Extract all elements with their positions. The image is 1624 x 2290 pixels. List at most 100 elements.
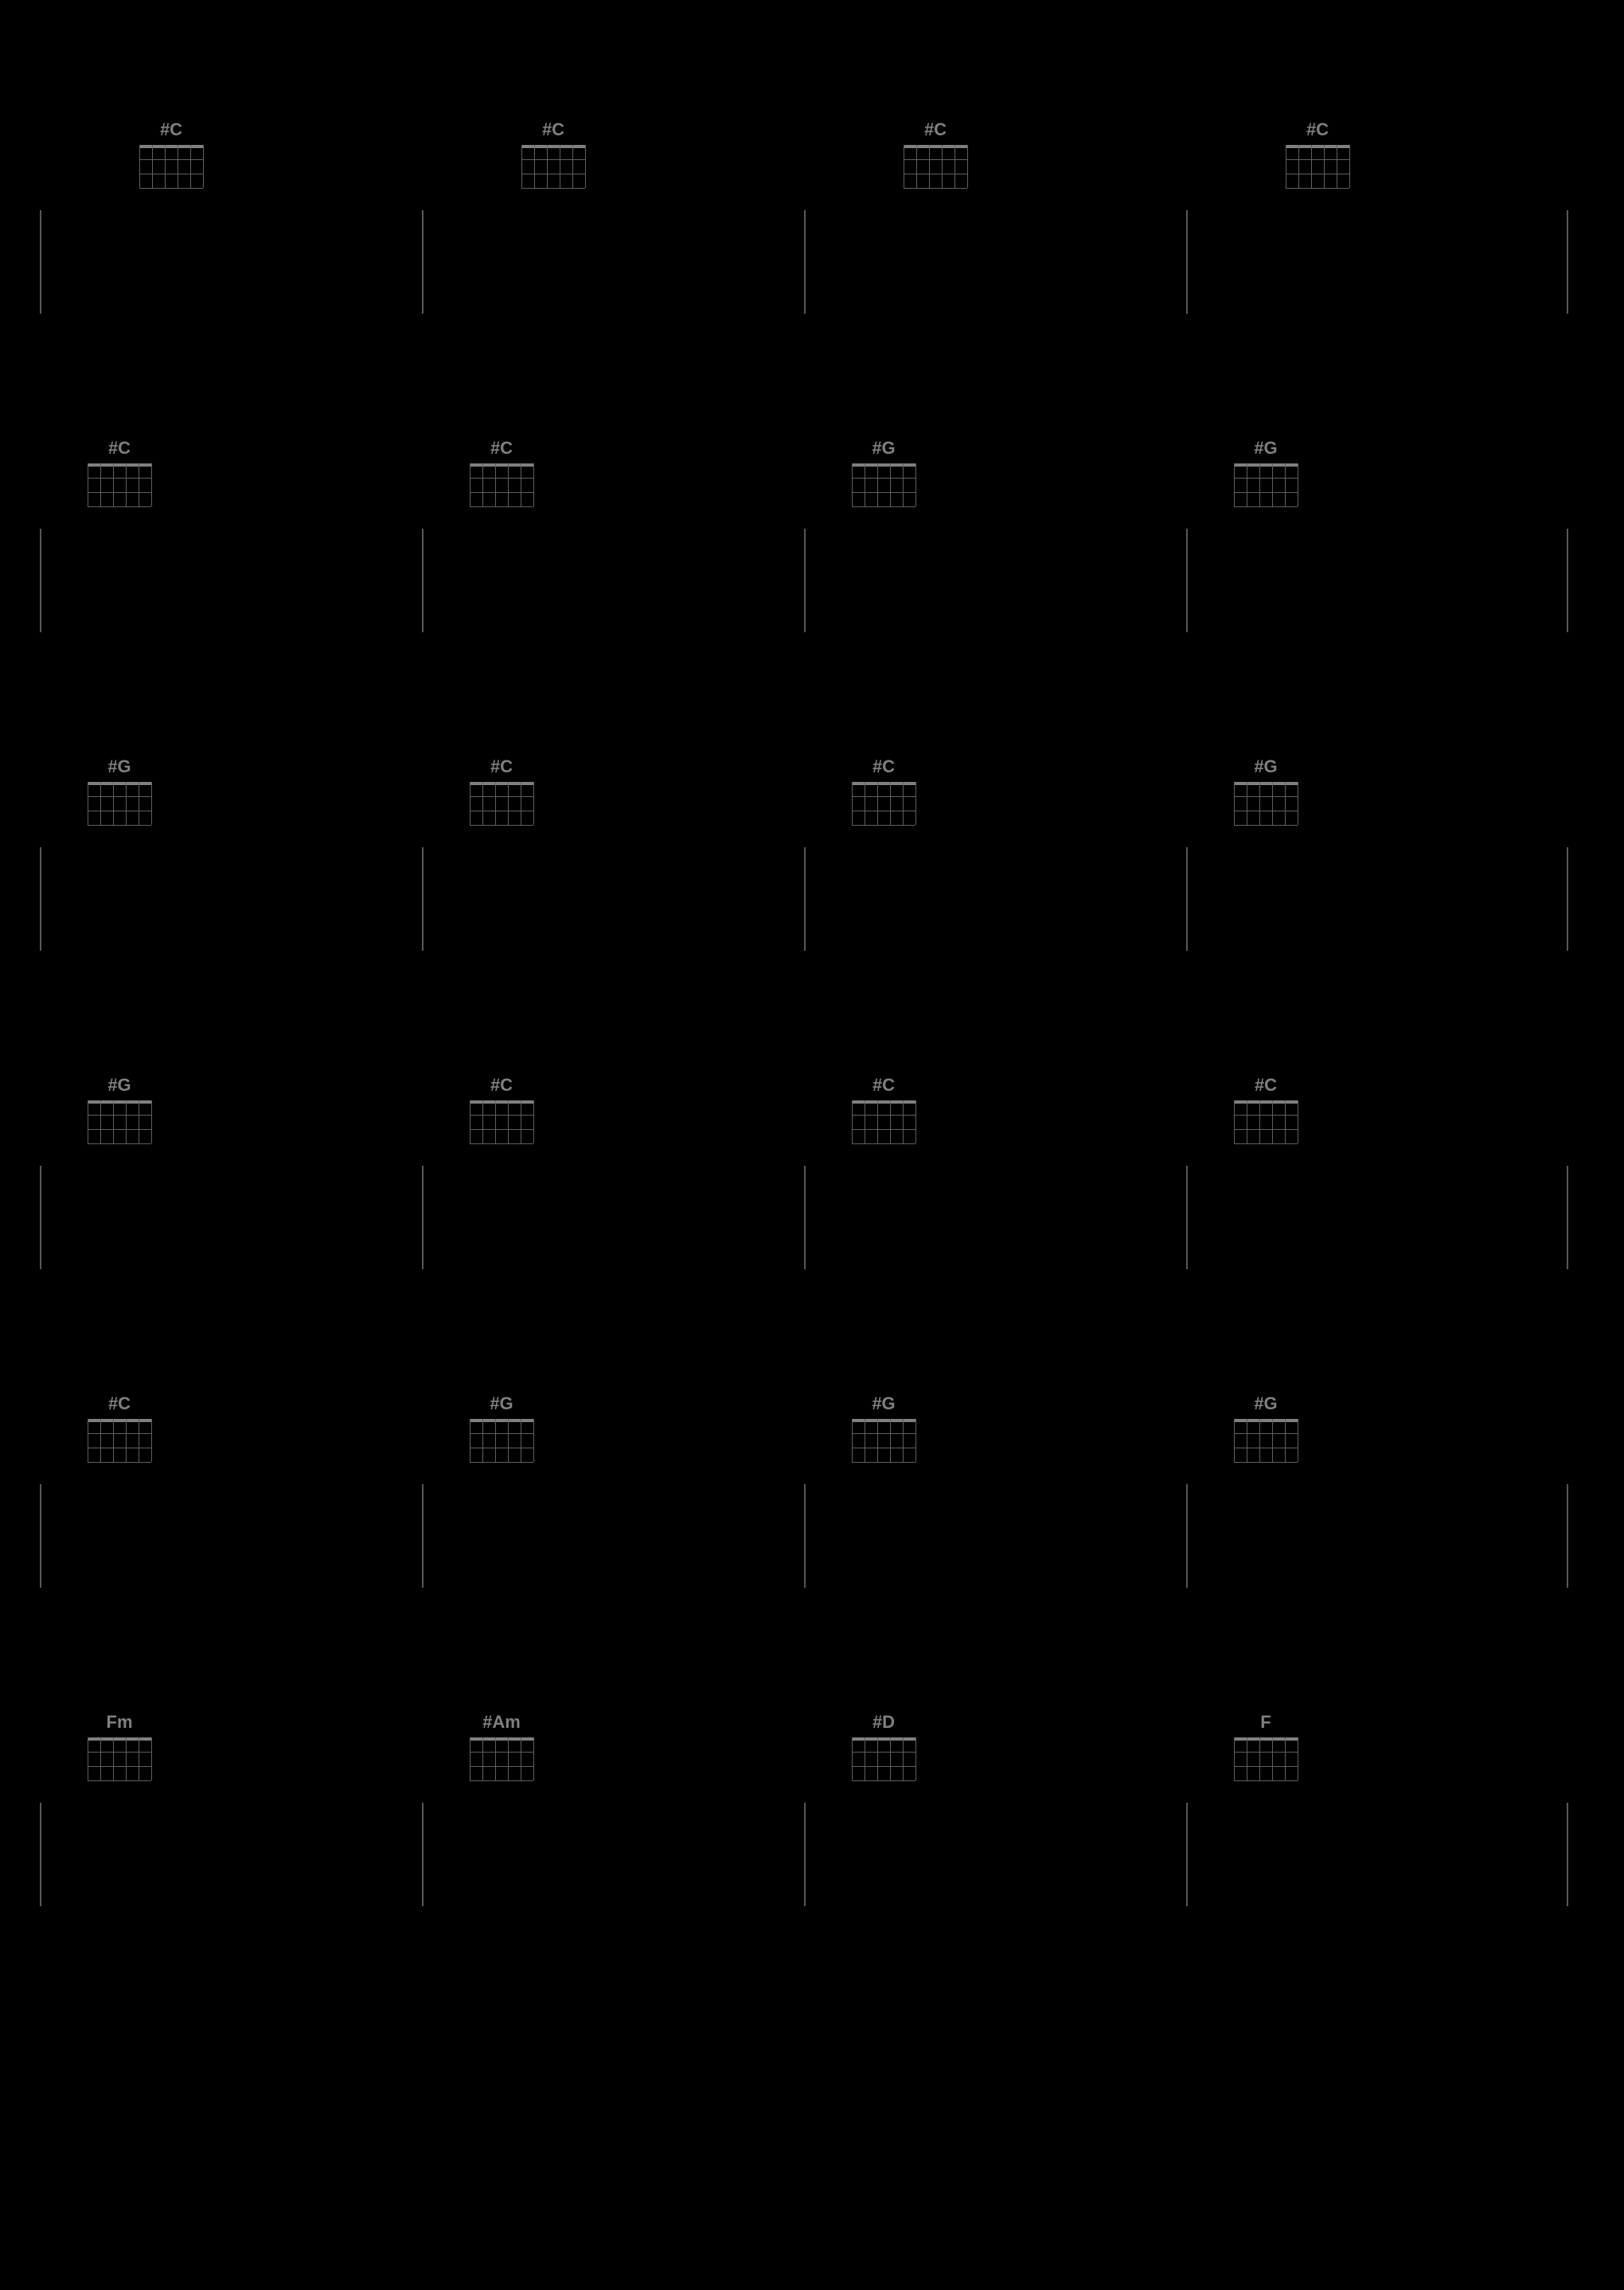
measure-cell: F xyxy=(1186,1712,1568,1962)
sheet-row: #C #C #C #C xyxy=(40,119,1584,390)
measure-barline-area xyxy=(422,1166,804,1325)
sheet-row: Fm #Am #D F xyxy=(40,1712,1584,1983)
measure-cell: #C xyxy=(422,119,804,369)
measure-barline-area xyxy=(422,529,804,688)
chord-name-label: #C xyxy=(470,756,533,777)
chord-diagram xyxy=(852,463,915,506)
measure-cell: #G xyxy=(40,1075,422,1325)
chord-diagram xyxy=(904,145,967,188)
chord-name-label: #G xyxy=(1234,438,1298,459)
measure-cell: #C xyxy=(804,119,1186,369)
chord-diagram xyxy=(88,1419,151,1462)
sheet-row: #C #G #G #G xyxy=(40,1393,1584,1664)
chord-name-label: #D xyxy=(852,1712,915,1733)
chord-diagram xyxy=(88,463,151,506)
measure-barline-area xyxy=(422,847,804,1006)
chord-name-label: #C xyxy=(139,119,203,140)
chord-diagram xyxy=(1234,782,1298,825)
chord-diagram xyxy=(470,782,533,825)
chord-name-label: #C xyxy=(88,438,151,459)
measure-barline-area xyxy=(804,1803,1186,1962)
measure-cell: #G xyxy=(804,1393,1186,1643)
chord-name-label: #Am xyxy=(470,1712,533,1733)
measure-cell: #C xyxy=(40,438,422,688)
measure-cell: Fm xyxy=(40,1712,422,1962)
measure-barline-area xyxy=(40,1484,422,1643)
measure-cell: #C xyxy=(40,119,422,369)
sheet-row: #G #C #C #G xyxy=(40,756,1584,1027)
measure-cell: #G xyxy=(1186,756,1568,1006)
chord-diagram xyxy=(1234,1737,1298,1780)
measure-barline-area xyxy=(1186,1484,1568,1643)
measure-cell: #C xyxy=(1186,1075,1568,1325)
chord-name-label: #C xyxy=(852,756,915,777)
sheet-row: #C #C #G #G xyxy=(40,438,1584,709)
measure-barline-area xyxy=(804,529,1186,688)
chord-name-label: #G xyxy=(1234,1393,1298,1414)
chord-diagram xyxy=(1234,1419,1298,1462)
chord-name-label: #C xyxy=(852,1075,915,1096)
chord-diagram xyxy=(470,1737,533,1780)
chord-diagram xyxy=(1234,463,1298,506)
measure-barline-area xyxy=(804,847,1186,1006)
measure-cell: #G xyxy=(804,438,1186,688)
chord-name-label: #G xyxy=(470,1393,533,1414)
chord-diagram xyxy=(470,1419,533,1462)
chord-diagram xyxy=(88,1737,151,1780)
chord-diagram xyxy=(1234,1100,1298,1143)
sheet-row: #G #C #C #C xyxy=(40,1075,1584,1346)
chord-name-label: #C xyxy=(470,1075,533,1096)
measure-cell: #C xyxy=(40,1393,422,1643)
measure-cell: #C xyxy=(804,756,1186,1006)
chord-diagram xyxy=(1286,145,1349,188)
chord-name-label: Fm xyxy=(88,1712,151,1733)
measure-barline-area xyxy=(1186,847,1568,1006)
chord-diagram xyxy=(852,1737,915,1780)
chord-diagram xyxy=(521,145,585,188)
measure-cell: #G xyxy=(1186,438,1568,688)
chord-name-label: #C xyxy=(1286,119,1349,140)
measure-cell: #C xyxy=(1186,119,1568,369)
measure-barline-area xyxy=(1186,1803,1568,1962)
chord-diagram xyxy=(852,782,915,825)
measure-cell: #D xyxy=(804,1712,1186,1962)
measure-barline-area xyxy=(1186,210,1568,369)
measure-barline-area xyxy=(40,847,422,1006)
measure-barline-area xyxy=(804,1166,1186,1325)
measure-barline-area xyxy=(422,1484,804,1643)
measure-barline-area xyxy=(804,1484,1186,1643)
page-root: #C#C#C#C#C#C#G#G#G#C#C#G#G#C#C#C#C#G#G#G… xyxy=(0,0,1624,2290)
measure-cell: #C xyxy=(422,1075,804,1325)
chord-name-label: #G xyxy=(88,1075,151,1096)
measure-cell: #G xyxy=(422,1393,804,1643)
measure-barline-area xyxy=(40,210,422,369)
chord-name-label: #C xyxy=(1234,1075,1298,1096)
chord-name-label: #C xyxy=(904,119,967,140)
chord-name-label: #G xyxy=(852,438,915,459)
chord-name-label: #G xyxy=(852,1393,915,1414)
measure-barline-area xyxy=(40,1166,422,1325)
measure-barline-area xyxy=(40,529,422,688)
chord-name-label: #C xyxy=(470,438,533,459)
chord-diagram xyxy=(852,1419,915,1462)
measure-barline-area xyxy=(804,210,1186,369)
chord-name-label: #G xyxy=(1234,756,1298,777)
measure-cell: #C xyxy=(804,1075,1186,1325)
chord-name-label: #C xyxy=(88,1393,151,1414)
measure-cell: #C xyxy=(422,756,804,1006)
chord-diagram xyxy=(139,145,203,188)
sheet-rows: #C#C#C#C#C#C#G#G#G#C#C#G#G#C#C#C#C#G#G#G… xyxy=(40,119,1584,2250)
measure-cell: #G xyxy=(1186,1393,1568,1643)
measure-barline-area xyxy=(1186,1166,1568,1325)
chord-diagram xyxy=(852,1100,915,1143)
measure-barline-area xyxy=(422,210,804,369)
chord-name-label: #C xyxy=(521,119,585,140)
chord-diagram xyxy=(470,1100,533,1143)
measure-barline-area xyxy=(422,1803,804,1962)
chord-diagram xyxy=(88,782,151,825)
chord-diagram xyxy=(88,1100,151,1143)
chord-diagram xyxy=(470,463,533,506)
measure-cell: #G xyxy=(40,756,422,1006)
measure-barline-area xyxy=(40,1803,422,1962)
measure-barline-area xyxy=(1186,529,1568,688)
